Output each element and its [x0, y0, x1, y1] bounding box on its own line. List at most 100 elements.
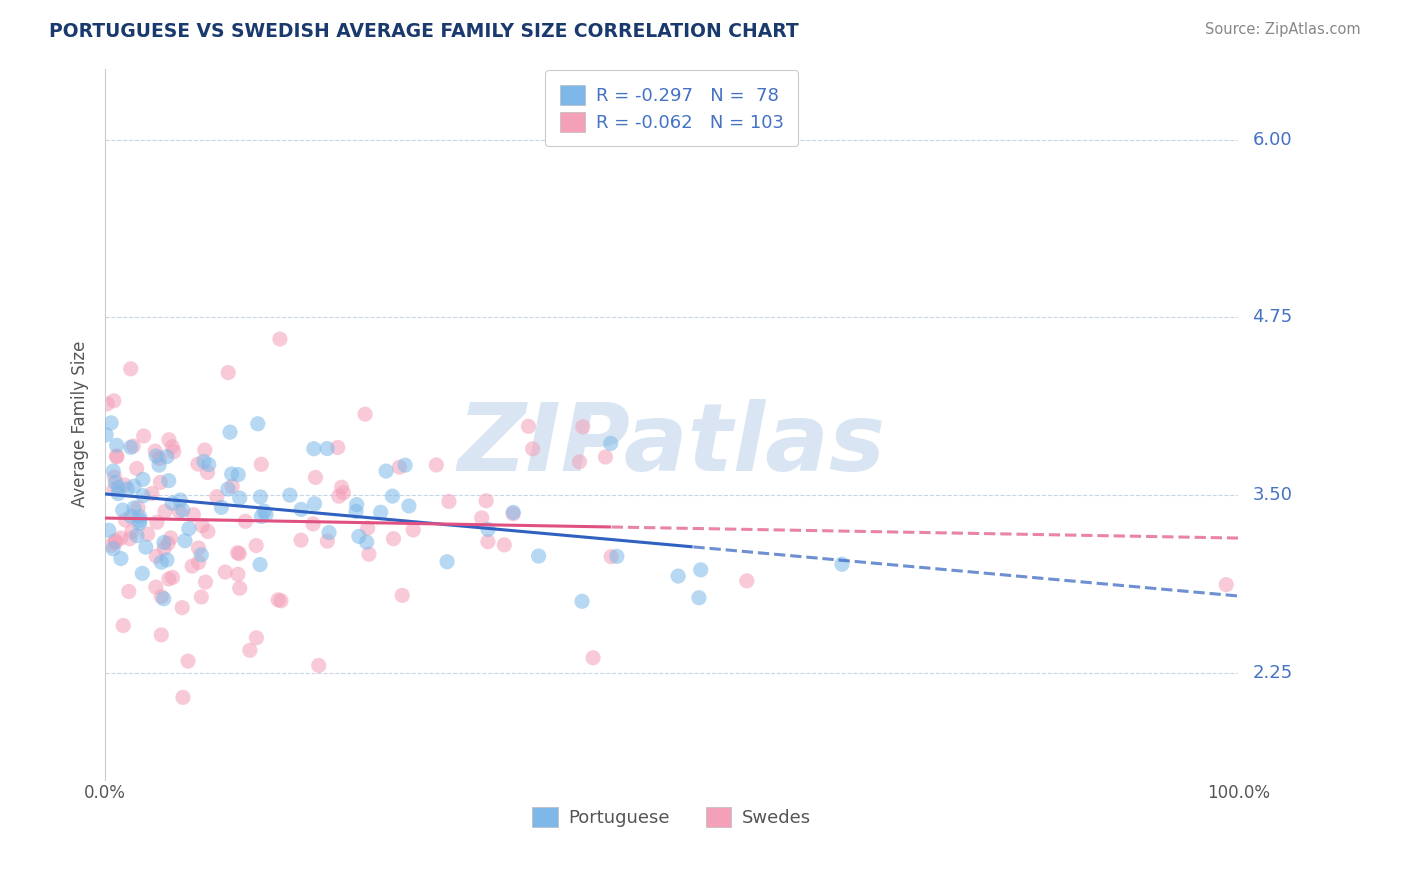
Point: [190, 548, 212, 562]
Point: [522, 442, 544, 456]
Point: [382, 532, 405, 546]
Point: [145, 580, 167, 594]
Text: 3.50: 3.50: [1253, 486, 1292, 504]
Point: [249, 490, 271, 504]
Point: [132, 429, 155, 443]
Point: [326, 441, 349, 455]
Point: [107, 480, 129, 494]
Point: [735, 574, 758, 588]
Point: [381, 489, 404, 503]
Point: [114, 478, 136, 492]
Point: [114, 513, 136, 527]
Point: [153, 504, 176, 518]
Point: [316, 442, 339, 456]
Point: [111, 503, 134, 517]
Point: [666, 569, 689, 583]
Point: [131, 566, 153, 581]
Point: [269, 332, 291, 346]
Text: ZIPatlas: ZIPatlas: [458, 400, 886, 491]
Point: [356, 535, 378, 549]
Point: [103, 464, 125, 478]
Point: [150, 628, 173, 642]
Point: [125, 461, 148, 475]
Point: [330, 480, 353, 494]
Point: [246, 417, 269, 431]
Point: [477, 534, 499, 549]
Point: [197, 524, 219, 539]
Point: [172, 690, 194, 705]
Point: [253, 504, 276, 518]
Point: [136, 527, 159, 541]
Point: [104, 533, 127, 548]
Point: [162, 440, 184, 454]
Point: [156, 553, 179, 567]
Point: [103, 470, 125, 484]
Point: [606, 549, 628, 564]
Point: [145, 549, 167, 564]
Point: [122, 479, 145, 493]
Point: [209, 500, 232, 515]
Point: [127, 500, 149, 515]
Point: [172, 600, 194, 615]
Point: [197, 466, 219, 480]
Point: [150, 555, 173, 569]
Point: [183, 508, 205, 522]
Point: [502, 505, 524, 519]
Point: [96, 428, 118, 442]
Point: [145, 449, 167, 463]
Point: [122, 439, 145, 453]
Point: [471, 511, 494, 525]
Point: [494, 538, 516, 552]
Point: [318, 525, 340, 540]
Point: [121, 524, 143, 539]
Point: [110, 531, 132, 545]
Point: [157, 433, 180, 447]
Point: [475, 493, 498, 508]
Point: [159, 531, 181, 545]
Point: [156, 450, 179, 464]
Point: [103, 483, 125, 497]
Point: [394, 458, 416, 472]
Point: [181, 559, 204, 574]
Point: [149, 475, 172, 490]
Point: [118, 584, 141, 599]
Point: [125, 528, 148, 542]
Point: [391, 589, 413, 603]
Point: [308, 658, 330, 673]
Y-axis label: Average Family Size: Average Family Size: [72, 341, 89, 508]
Point: [245, 631, 267, 645]
Point: [177, 654, 200, 668]
Point: [270, 594, 292, 608]
Point: [128, 509, 150, 524]
Point: [347, 529, 370, 543]
Point: [599, 436, 621, 450]
Point: [152, 591, 174, 606]
Point: [103, 393, 125, 408]
Point: [582, 650, 605, 665]
Point: [250, 509, 273, 524]
Point: [96, 397, 118, 411]
Point: [831, 558, 853, 572]
Point: [153, 535, 176, 549]
Point: [190, 590, 212, 604]
Point: [328, 489, 350, 503]
Point: [221, 479, 243, 493]
Text: Source: ZipAtlas.com: Source: ZipAtlas.com: [1205, 22, 1361, 37]
Point: [148, 458, 170, 472]
Point: [688, 591, 710, 605]
Point: [117, 482, 139, 496]
Point: [150, 590, 173, 604]
Point: [187, 541, 209, 555]
Point: [245, 539, 267, 553]
Point: [122, 500, 145, 515]
Point: [162, 570, 184, 584]
Point: [194, 575, 217, 590]
Point: [100, 538, 122, 552]
Point: [105, 438, 128, 452]
Text: 6.00: 6.00: [1253, 130, 1292, 149]
Legend: Portuguese, Swedes: Portuguese, Swedes: [524, 800, 818, 835]
Point: [148, 451, 170, 466]
Point: [354, 407, 377, 421]
Point: [205, 490, 228, 504]
Point: [356, 521, 378, 535]
